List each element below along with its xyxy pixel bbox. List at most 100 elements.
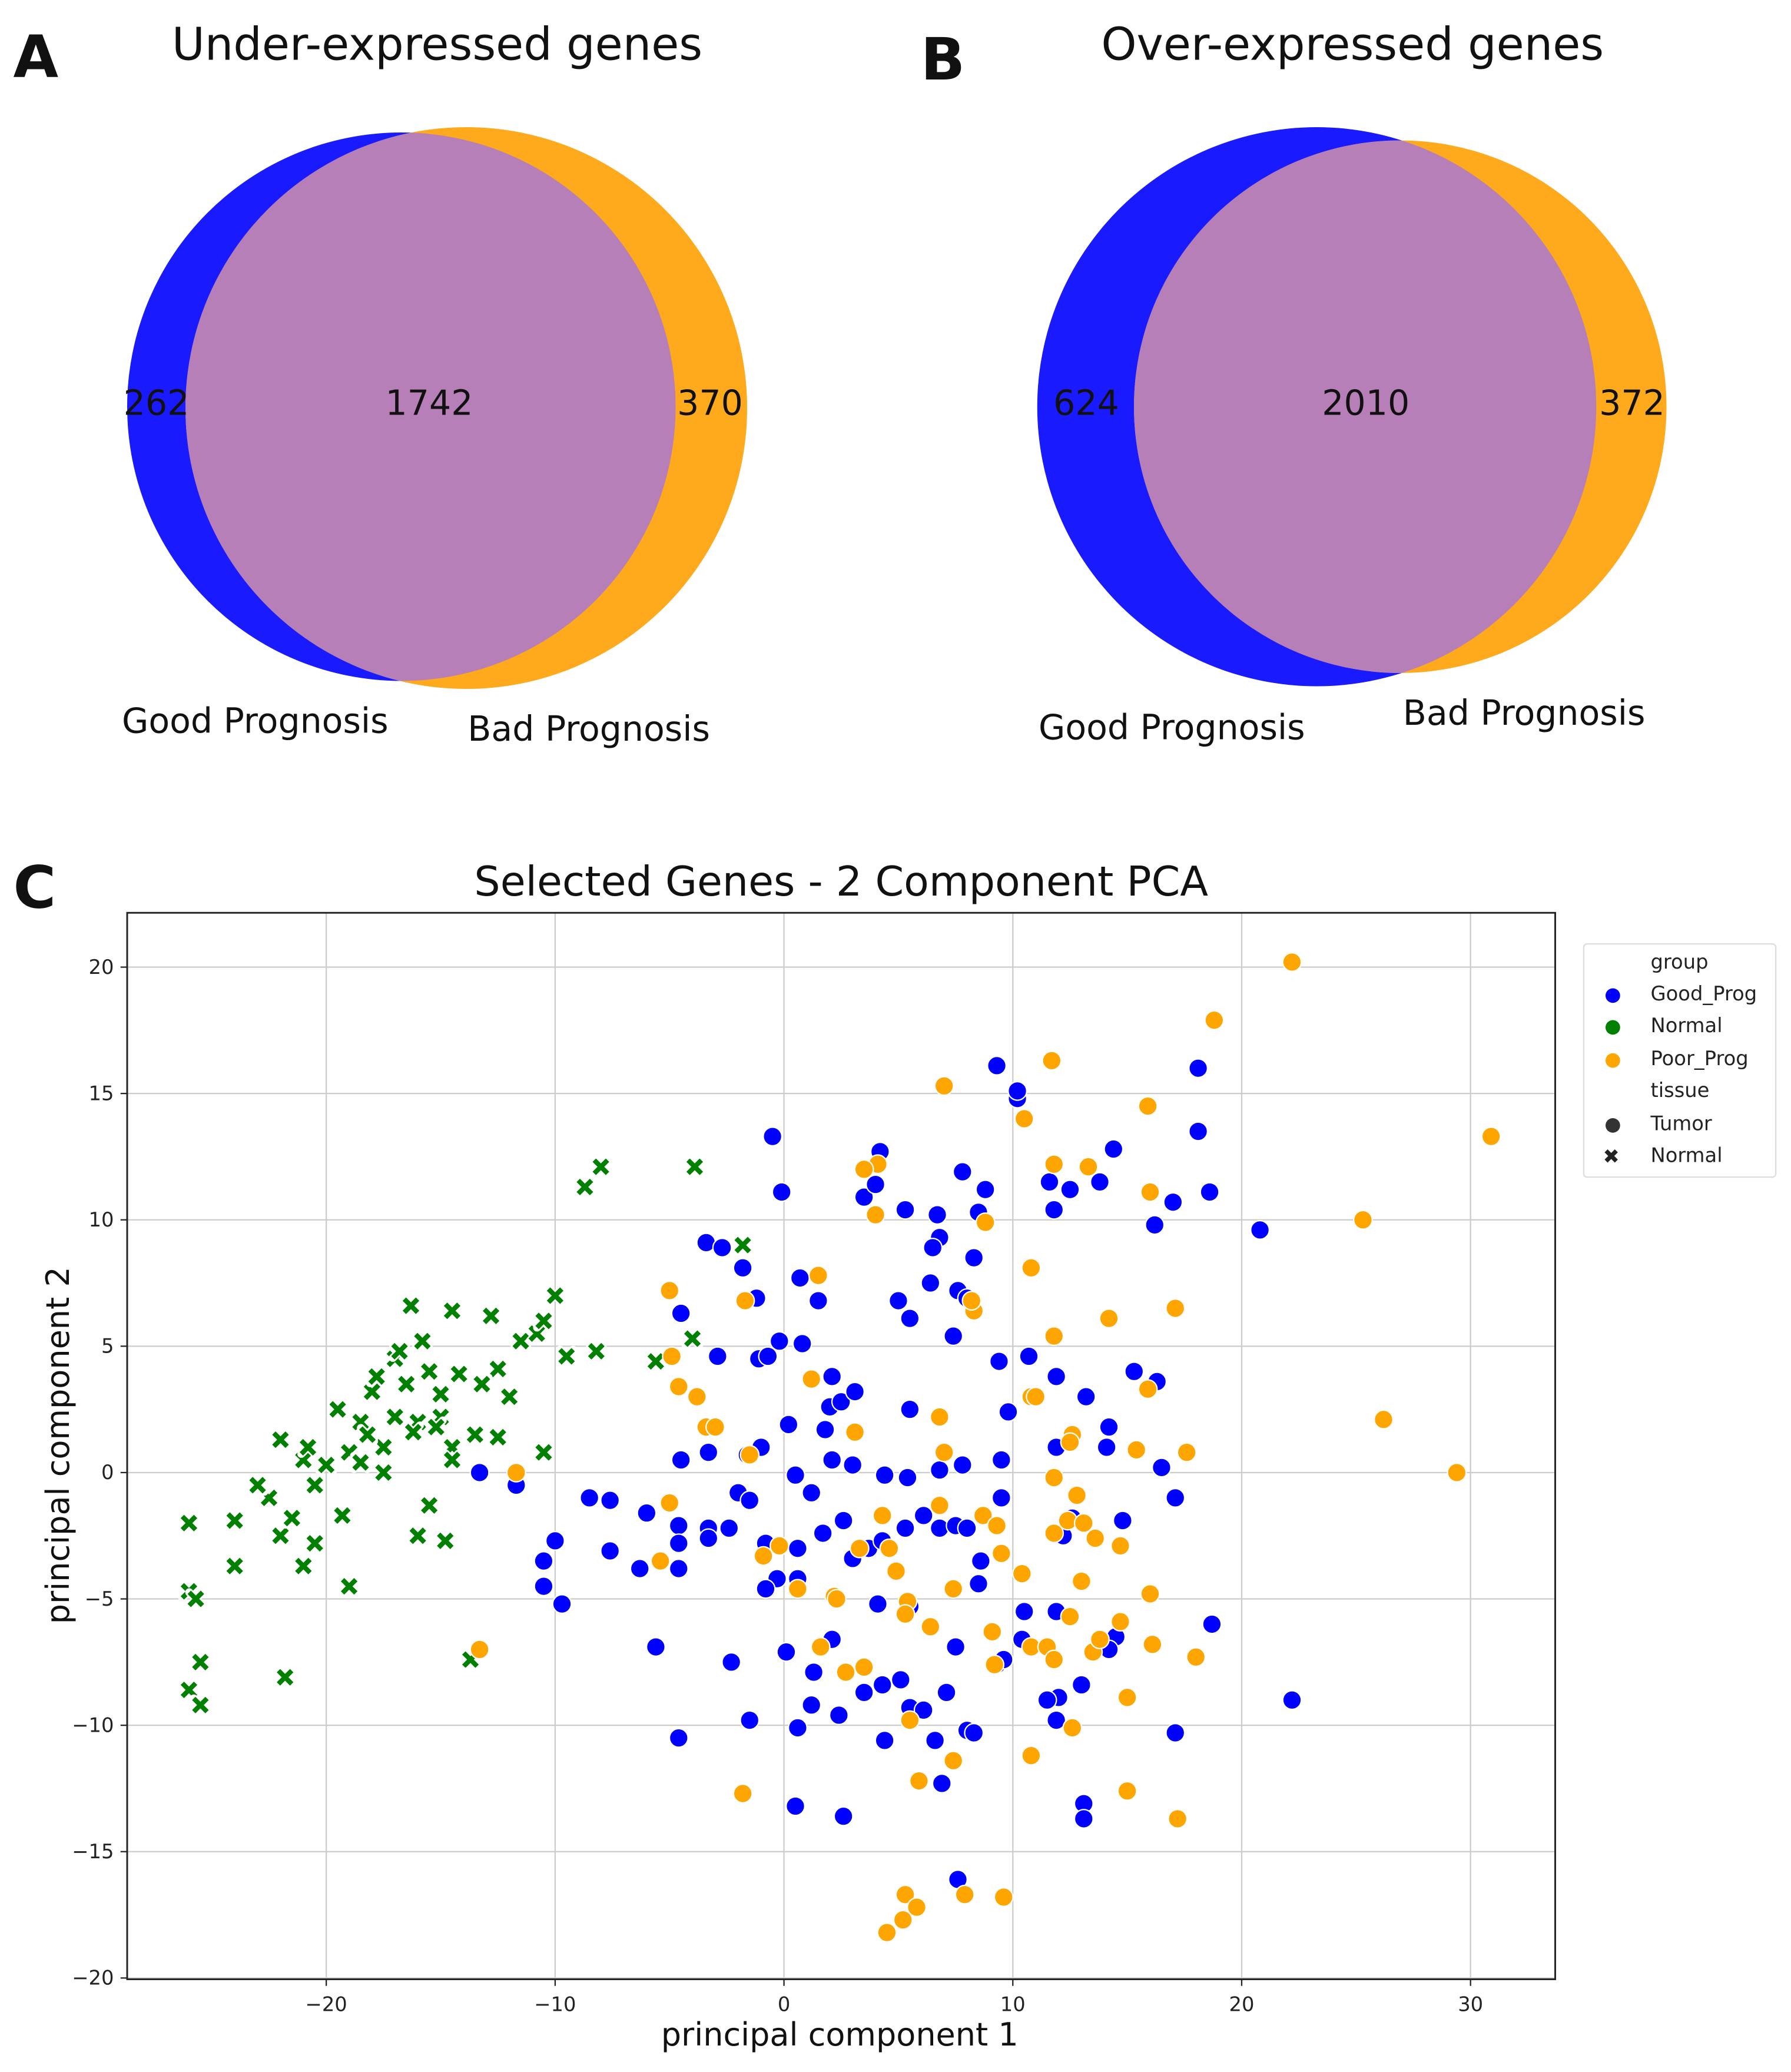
good-prog-point [668, 1533, 689, 1553]
point-x-mark [192, 1653, 209, 1670]
poor-prog-point [827, 1589, 847, 1609]
y-tick-label: 20 [89, 956, 114, 979]
normal-tissue-point [304, 1474, 326, 1496]
point-x-mark [437, 1532, 454, 1549]
poor-prog-point [1021, 1745, 1042, 1766]
normal-tissue-point [590, 1156, 612, 1178]
good-prog-point [788, 1718, 808, 1738]
normal-tissue-point [645, 1351, 666, 1373]
poor-prog-point [769, 1536, 790, 1556]
good-prog-point [828, 1705, 849, 1725]
poor-prog-point [1126, 1440, 1147, 1460]
good-prog-point [1019, 1346, 1039, 1367]
poor-prog-point [1099, 1308, 1119, 1329]
good-prog-point [671, 1450, 691, 1470]
x-tick-label: 0 [778, 1993, 790, 2016]
good-prog-point [925, 1730, 945, 1751]
y-tick-label: −20 [72, 1967, 114, 1990]
normal-tissue-point [185, 1588, 207, 1610]
normal-tissue-point [487, 1358, 509, 1380]
point-x-mark [588, 1342, 605, 1360]
y-tick-label: 0 [101, 1461, 114, 1484]
poor-prog-point [877, 1922, 897, 1942]
poor-prog-point [1060, 1606, 1080, 1627]
normal-tissue-point [556, 1345, 578, 1367]
normal-tissue-point [499, 1386, 520, 1408]
normal-tissue-point [419, 1361, 440, 1383]
good-prog-point [668, 1559, 689, 1579]
panel-label-b: B [920, 26, 966, 94]
point-x-mark [558, 1348, 575, 1365]
panel-label-a: A [13, 24, 59, 92]
poor-prog-point [982, 1622, 1003, 1642]
poor-prog-point [1165, 1298, 1186, 1318]
good-prog-point [946, 1637, 966, 1657]
poor-prog-point [1140, 1584, 1160, 1604]
legend-good: Good_Prog [1650, 982, 1757, 1006]
good-prog-point [890, 1670, 911, 1690]
good-prog-point [1046, 1366, 1067, 1387]
good-prog-point [1124, 1361, 1145, 1382]
poor-prog-point [662, 1346, 682, 1367]
legend-poor-marker [1606, 1053, 1620, 1068]
poor-prog-point [920, 1616, 941, 1637]
poor-prog-point [735, 1291, 755, 1311]
good-prog-point [874, 1730, 895, 1751]
venn-a-right-count: 370 [677, 384, 743, 425]
good-prog-point [952, 1162, 973, 1182]
normal-tissue-point [331, 1504, 353, 1526]
poor-prog-point [1137, 1096, 1158, 1116]
normal-tissue-point [533, 1310, 555, 1332]
x-tick-label: 20 [1229, 1993, 1255, 2016]
point-x-mark [473, 1375, 490, 1393]
normal-tissue-point [316, 1454, 337, 1476]
poor-prog-point [1072, 1571, 1092, 1592]
good-prog-point [668, 1728, 689, 1748]
good-prog-point [769, 1331, 790, 1351]
poor-prog-point [1176, 1442, 1197, 1463]
good-prog-point [895, 1518, 916, 1539]
good-prog-point [778, 1414, 799, 1435]
normal-tissue-point [533, 1441, 555, 1463]
normal-tissue-point [178, 1679, 200, 1701]
good-prog-point [1199, 1182, 1220, 1202]
good-prog-point [865, 1174, 885, 1195]
venn-b-right-count: 372 [1599, 384, 1665, 425]
point-x-mark [535, 1444, 552, 1461]
good-prog-point [758, 1346, 778, 1367]
point-x-mark [283, 1510, 300, 1527]
normal-tissue-point [373, 1461, 394, 1483]
venn-a-title: Under-expressed genes [171, 18, 703, 72]
point-x-mark [386, 1408, 403, 1425]
good-prog-point [812, 1523, 833, 1543]
good-prog-point [969, 1573, 989, 1594]
normal-tissue-point [224, 1510, 246, 1531]
normal-tissue-point [327, 1398, 349, 1420]
x-tick-label: −10 [534, 1993, 576, 2016]
point-x-mark [192, 1696, 209, 1713]
poor-prog-point [1481, 1126, 1501, 1146]
good-prog-point [900, 1399, 920, 1420]
point-x-mark [340, 1577, 358, 1595]
poor-prog-point [865, 1205, 885, 1225]
good-prog-point [1188, 1058, 1208, 1079]
poor-prog-point [668, 1377, 689, 1397]
good-prog-point [1145, 1215, 1165, 1235]
point-x-mark [684, 1330, 701, 1347]
poor-prog-point [788, 1579, 808, 1599]
venn-a-left-count: 262 [123, 384, 190, 425]
poor-prog-point [753, 1546, 774, 1566]
point-x-mark [352, 1454, 369, 1471]
good-prog-point [930, 1460, 950, 1480]
point-x-mark [402, 1297, 420, 1314]
point-x-mark [272, 1527, 289, 1544]
normal-tissue-point [402, 1421, 424, 1443]
venn-a-left-label: Good Prognosis [122, 702, 389, 742]
poor-prog-point [1073, 1513, 1094, 1533]
point-x-mark [180, 1514, 198, 1531]
legend-poor: Poor_Prog [1650, 1046, 1749, 1071]
poor-prog-point [987, 1516, 1007, 1536]
poor-prog-point [893, 1909, 913, 1930]
